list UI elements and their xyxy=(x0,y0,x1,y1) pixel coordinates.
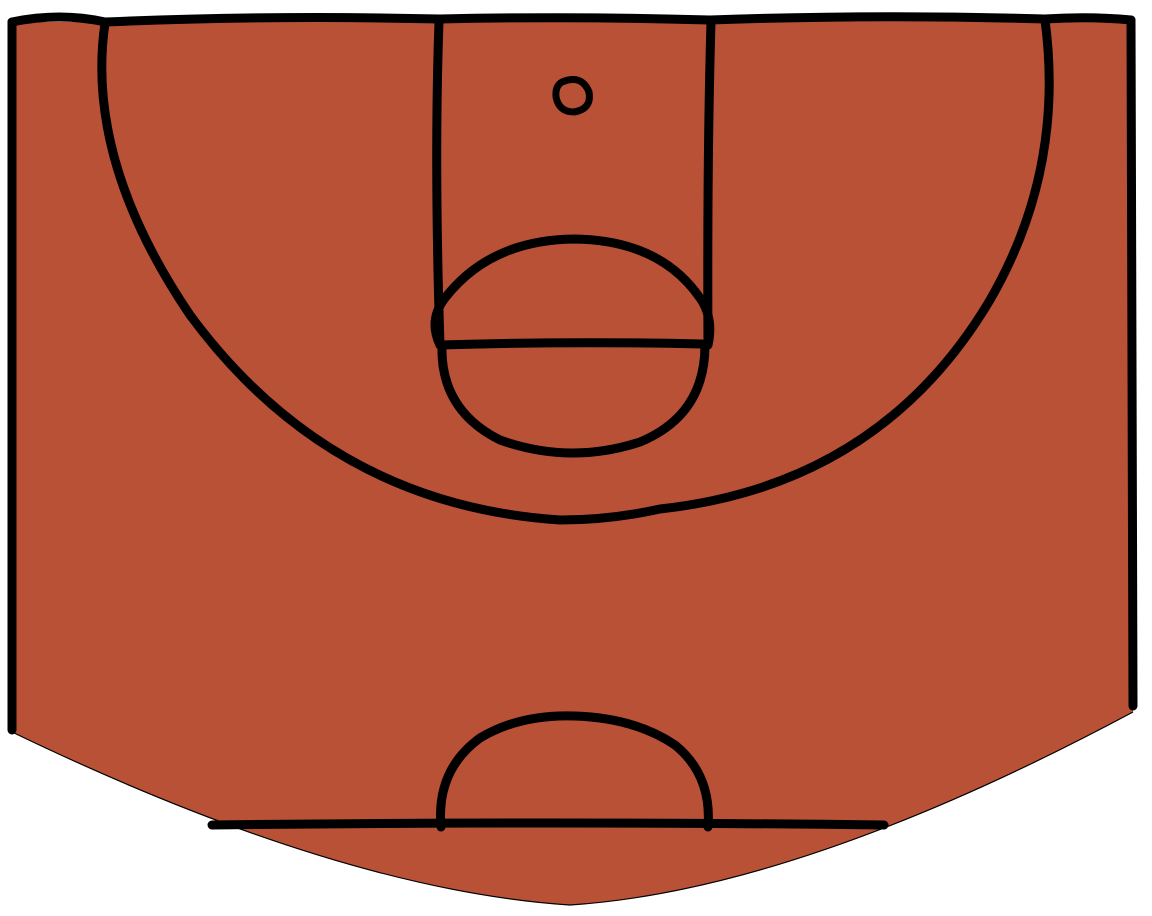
court-floor xyxy=(12,20,1133,905)
free-throw-lane-left-side xyxy=(432,17,445,350)
free-throw-circle-top xyxy=(430,234,715,350)
baseline xyxy=(7,12,1136,27)
three-point-arc xyxy=(97,15,1054,525)
free-throw-lane-right-side xyxy=(703,17,716,350)
basket-hoop xyxy=(552,76,593,116)
court-floor-outline xyxy=(11,711,1134,906)
free-throw-circle-bottom xyxy=(437,340,710,458)
center-court-line xyxy=(207,818,889,830)
center-circle-half xyxy=(435,711,713,832)
free-throw-line xyxy=(435,338,707,350)
right-sideline xyxy=(1126,15,1138,711)
